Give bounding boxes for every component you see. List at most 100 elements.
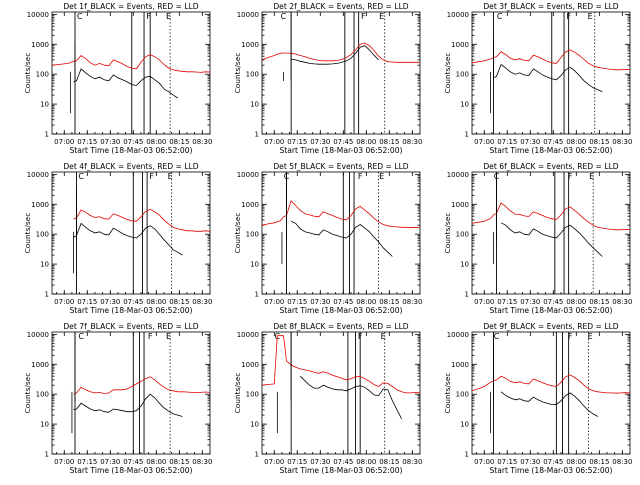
- plot-frame: [471, 171, 631, 295]
- x-tick-label: 07:15: [77, 138, 97, 146]
- x-tick-label: 07:00: [474, 298, 494, 306]
- series-events-line: [500, 391, 598, 417]
- x-tick-label: 07:15: [287, 298, 307, 306]
- x-tick-label: 08:00: [566, 298, 586, 306]
- event-marker-glyph: E: [168, 172, 173, 181]
- y-tick-label: 1000: [31, 41, 49, 49]
- x-tick-label: 07:00: [264, 298, 284, 306]
- panel-2: Det 2f_BLACK = Events, RED = LLD 1 10 100 10…: [233, 2, 422, 155]
- panel-title: Det 8f_BLACK = Events, RED = LLD: [273, 322, 408, 331]
- y-axis-label: Counts/sec: [443, 213, 452, 254]
- y-tick-label: 100: [456, 231, 469, 239]
- x-tick-label: 07:15: [77, 298, 97, 306]
- y-tick-label: 10000: [27, 11, 49, 19]
- event-marker-glyph: F: [568, 172, 573, 181]
- event-marker-glyph: F: [361, 12, 366, 21]
- y-tick-label: 10: [460, 421, 469, 429]
- series-lld-line: [261, 42, 420, 63]
- series-lld-line: [471, 49, 631, 71]
- x-tick-label: 08:30: [192, 138, 212, 146]
- y-tick-label: 10: [40, 261, 49, 269]
- x-tick-label: 07:00: [54, 458, 74, 466]
- series-lld-line: [261, 200, 421, 229]
- event-marker-glyph: F: [566, 12, 571, 21]
- x-tick-label: 07:45: [543, 138, 563, 146]
- y-tick-label: 10: [40, 421, 49, 429]
- series-lld-line: [73, 208, 211, 232]
- y-tick-label: 100: [36, 391, 49, 399]
- panel-4: Det 4f_BLACK = Events, RED = LLD 1 10 100 10…: [23, 162, 212, 315]
- event-marker-glyph: E: [379, 172, 384, 181]
- x-tick-label: 07:30: [520, 298, 540, 306]
- y-tick-label: 10: [250, 421, 259, 429]
- x-tick-label: 07:30: [100, 138, 120, 146]
- x-tick-label: 07:30: [100, 298, 120, 306]
- x-tick-label: 08:15: [589, 298, 609, 306]
- y-tick-label: 10000: [447, 11, 469, 19]
- x-tick-label: 07:15: [287, 138, 307, 146]
- series-lld-line: [471, 374, 631, 394]
- x-tick-label: 07:45: [543, 458, 563, 466]
- x-tick-label: 08:30: [612, 298, 632, 306]
- series-events-line: [73, 222, 183, 256]
- y-axis-label: Counts/sec: [443, 53, 452, 94]
- x-axis-label: Start Time (18-Mar-03 06:52:00): [489, 306, 612, 315]
- x-tick-label: 08:15: [169, 138, 189, 146]
- series-events-line: [493, 63, 603, 93]
- x-tick-label: 08:15: [589, 138, 609, 146]
- event-marker-glyph: E: [166, 332, 171, 341]
- x-tick-label: 07:15: [497, 298, 517, 306]
- y-tick-label: 1: [45, 291, 49, 299]
- plot-frame: [261, 11, 421, 135]
- x-tick-label: 07:15: [287, 458, 307, 466]
- y-tick-label: 10: [250, 101, 259, 109]
- event-marker-glyph: F: [568, 332, 573, 341]
- y-tick-label: 1: [45, 451, 49, 459]
- y-tick-label: 1000: [241, 41, 259, 49]
- x-tick-label: 08:00: [356, 138, 376, 146]
- y-tick-label: 100: [456, 391, 469, 399]
- event-marker-glyph: E: [588, 332, 593, 341]
- y-tick-label: 10000: [237, 11, 259, 19]
- x-tick-label: 07:45: [123, 458, 143, 466]
- x-tick-label: 08:15: [379, 458, 399, 466]
- y-axis-label: Counts/sec: [23, 53, 32, 94]
- series-lld-line: [471, 202, 631, 231]
- x-tick-label: 08:00: [146, 138, 166, 146]
- y-axis-label: Counts/sec: [443, 373, 452, 414]
- event-marker-glyph: F: [358, 172, 363, 181]
- y-tick-label: 10: [40, 101, 49, 109]
- event-marker-glyph: F: [149, 172, 154, 181]
- x-tick-label: 08:30: [402, 458, 422, 466]
- x-tick-label: 08:15: [379, 298, 399, 306]
- x-tick-label: 07:00: [474, 458, 494, 466]
- plot-frame: [51, 11, 211, 135]
- panel-title: Det 2f_BLACK = Events, RED = LLD: [273, 2, 408, 11]
- panel-title: Det 9f_BLACK = Events, RED = LLD: [483, 322, 618, 331]
- panel-7: Det 7f_BLACK = Events, RED = LLD 1 10 100 10…: [23, 322, 212, 475]
- event-marker-glyph: F: [358, 332, 363, 341]
- x-tick-label: 08:00: [356, 458, 376, 466]
- event-marker-glyph: E: [588, 12, 593, 21]
- x-tick-label: 08:00: [356, 298, 376, 306]
- plot-frame: [471, 331, 631, 455]
- event-marker-glyph: C: [77, 12, 83, 21]
- x-tick-label: 08:15: [379, 138, 399, 146]
- event-marker-glyph: C: [78, 332, 84, 341]
- y-tick-label: 10000: [447, 331, 469, 339]
- panel-title: Det 7f_BLACK = Events, RED = LLD: [63, 322, 198, 331]
- x-tick-label: 08:30: [402, 138, 422, 146]
- plot-frame: [51, 331, 211, 455]
- x-axis-label: Start Time (18-Mar-03 06:52:00): [279, 146, 402, 155]
- panel-title: Det 6f_BLACK = Events, RED = LLD: [483, 162, 618, 171]
- event-marker-glyph: E: [381, 332, 386, 341]
- x-axis-label: Start Time (18-Mar-03 06:52:00): [489, 146, 612, 155]
- x-tick-label: 08:15: [589, 458, 609, 466]
- x-axis-label: Start Time (18-Mar-03 06:52:00): [279, 306, 402, 315]
- plot-frame: [261, 331, 421, 455]
- y-tick-label: 1000: [241, 361, 259, 369]
- y-tick-label: 1: [465, 291, 469, 299]
- y-tick-label: 10: [460, 101, 469, 109]
- y-tick-label: 1000: [451, 361, 469, 369]
